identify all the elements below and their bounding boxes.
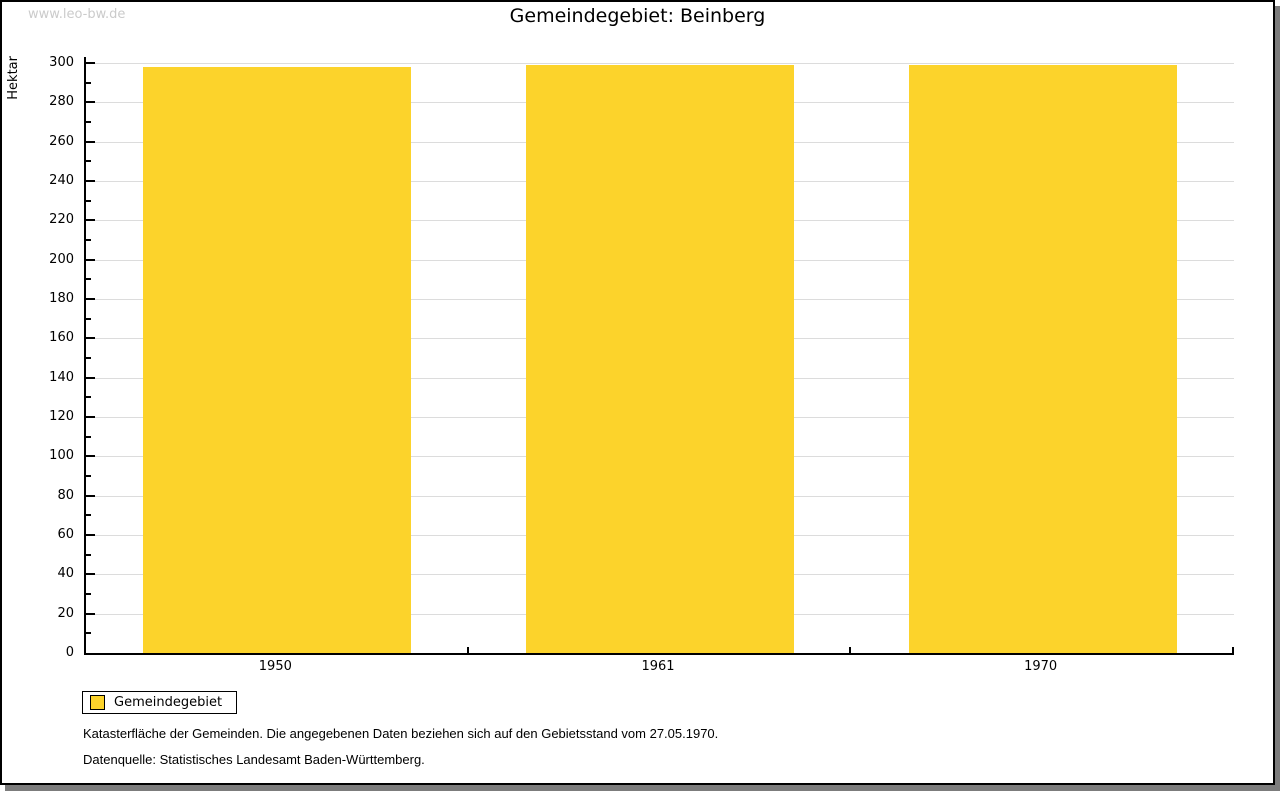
footnote-source-note: Katasterfläche der Gemeinden. Die angege… bbox=[83, 726, 719, 741]
y-axis-minor-tick bbox=[86, 553, 91, 556]
y-tick-label: 180 bbox=[49, 291, 74, 306]
y-axis-minor-tick bbox=[86, 514, 91, 517]
y-axis-minor-tick bbox=[86, 317, 91, 320]
y-axis-minor-tick bbox=[86, 357, 91, 359]
y-axis-minor-tick bbox=[86, 435, 91, 438]
y-axis-minor-tick bbox=[86, 121, 91, 123]
y-tick-label: 20 bbox=[57, 605, 74, 621]
y-axis-tick bbox=[86, 416, 95, 418]
x-tick-label: 1970 bbox=[1024, 659, 1058, 674]
gridline bbox=[86, 63, 1234, 64]
y-tick-label: 60 bbox=[57, 527, 74, 542]
y-axis-minor-tick bbox=[86, 160, 91, 163]
y-tick-label: 100 bbox=[49, 448, 74, 464]
y-axis-tick bbox=[86, 455, 95, 458]
y-axis-tick bbox=[86, 573, 95, 576]
y-axis-tick bbox=[86, 534, 95, 536]
y-axis-minor-tick bbox=[86, 396, 91, 399]
plot-area bbox=[84, 57, 1234, 655]
y-tick-label: 260 bbox=[49, 133, 74, 149]
y-axis-minor-tick bbox=[86, 632, 91, 635]
y-tick-label: 160 bbox=[49, 330, 74, 346]
y-axis-tick bbox=[86, 376, 95, 379]
y-axis-tick bbox=[86, 180, 95, 182]
y-tick-label: 0 bbox=[65, 645, 74, 660]
y-axis-minor-tick bbox=[86, 593, 91, 595]
y-axis-tick bbox=[86, 101, 95, 104]
y-tick-label: 240 bbox=[49, 173, 74, 188]
bar-1950 bbox=[143, 66, 412, 653]
y-axis-tick bbox=[86, 62, 95, 64]
x-tick-label: 1950 bbox=[258, 659, 292, 674]
y-tick-label: 80 bbox=[57, 487, 74, 503]
chart-title: Gemeindegebiet: Beinberg bbox=[509, 5, 766, 27]
footnote-data-source: Datenquelle: Statistisches Landesamt Bad… bbox=[83, 752, 425, 767]
y-axis-minor-tick bbox=[86, 199, 91, 202]
y-axis-tick bbox=[86, 140, 95, 143]
y-tick-label: 300 bbox=[49, 55, 74, 70]
y-tick-label: 200 bbox=[49, 251, 74, 267]
y-axis-tick bbox=[86, 298, 95, 300]
legend-swatch bbox=[90, 695, 105, 710]
y-axis-minor-tick bbox=[86, 239, 91, 241]
watermark: www.leo-bw.de bbox=[28, 7, 126, 22]
y-axis-tick bbox=[86, 219, 95, 222]
y-tick-label: 220 bbox=[49, 212, 74, 228]
legend: Gemeindegebiet bbox=[82, 691, 238, 714]
y-axis-labels: 0 20 40 60 80 100 120 140 160 180 200 220 240 260 280 3… bbox=[2, 55, 74, 660]
x-axis-tick bbox=[849, 647, 852, 653]
legend-label: Gemeindegebiet bbox=[114, 694, 223, 710]
x-axis-tick bbox=[466, 647, 469, 653]
y-tick-label: 40 bbox=[57, 566, 74, 582]
y-axis-tick bbox=[86, 494, 95, 497]
y-axis-minor-tick bbox=[86, 81, 91, 84]
y-axis-minor-tick bbox=[86, 278, 91, 281]
y-tick-label: 280 bbox=[49, 94, 74, 110]
y-axis-minor-tick bbox=[86, 475, 91, 477]
x-axis-tick bbox=[1232, 647, 1234, 653]
y-tick-label: 140 bbox=[49, 369, 74, 385]
y-axis-tick bbox=[86, 337, 95, 340]
bar-1961 bbox=[526, 64, 794, 653]
y-axis-tick bbox=[86, 258, 95, 261]
x-tick-label: 1961 bbox=[641, 659, 675, 674]
y-tick-label: 120 bbox=[49, 409, 74, 424]
y-axis-tick bbox=[86, 612, 95, 615]
x-axis-labels: 1950 1961 1970 bbox=[84, 659, 1232, 675]
bar-1970 bbox=[908, 64, 1177, 653]
